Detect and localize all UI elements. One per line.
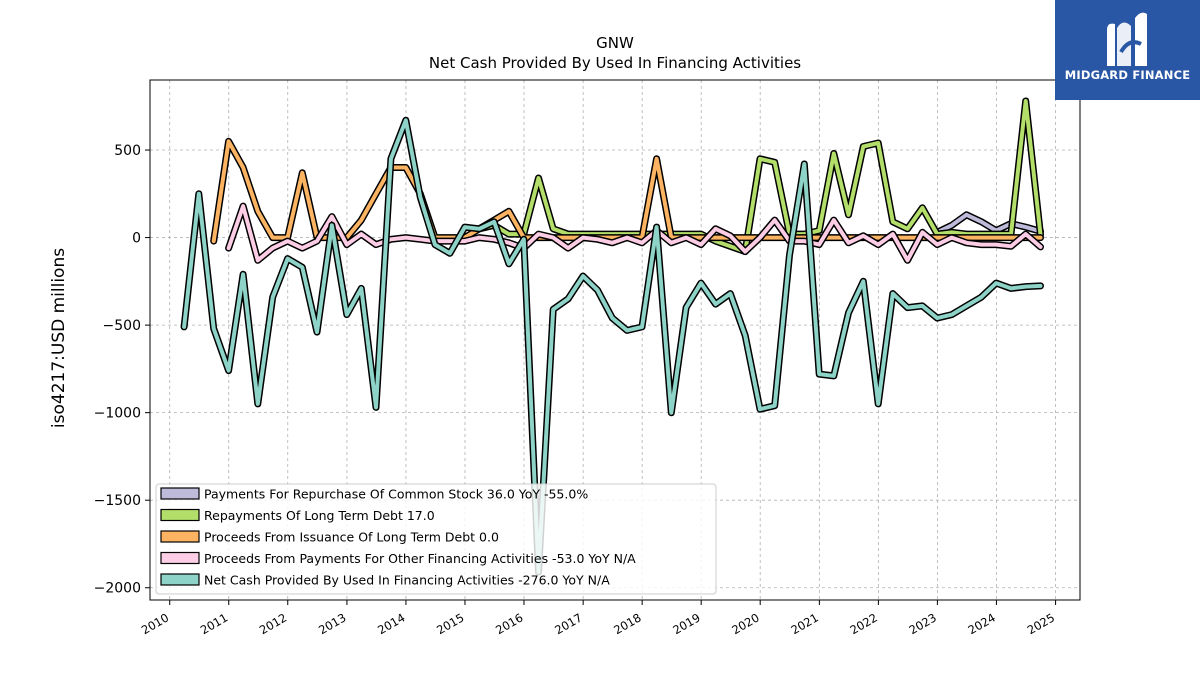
x-tick-label: 2016: [493, 610, 525, 637]
x-tick-label: 2013: [316, 610, 348, 637]
series-line-0: [935, 212, 1043, 235]
legend-box: [155, 483, 717, 595]
legend-label: Net Cash Provided By Used In Financing A…: [204, 573, 610, 588]
y-tick-label: 500: [114, 143, 141, 159]
y-tick-label: −1000: [94, 406, 141, 422]
y-axis: 500 0 −500 −1000 −1500 −2000: [94, 143, 150, 597]
x-tick-label: 2025: [1025, 610, 1057, 637]
x-tick-label: 2024: [966, 610, 998, 637]
plot-frame: [149, 79, 1081, 601]
chart-subtitle: Net Cash Provided By Used In Financing A…: [429, 54, 801, 72]
x-tick-label: 2023: [907, 610, 939, 637]
x-tick-label: 2015: [434, 610, 466, 637]
legend-swatch: [160, 508, 200, 522]
y-tick-label: 0: [132, 231, 141, 247]
legend-label: Proceeds From Payments For Other Financi…: [204, 551, 636, 566]
chart-title: GNW: [596, 34, 634, 52]
midgard-m-icon: [1107, 12, 1147, 67]
x-tick-label: 2010: [139, 610, 171, 637]
x-tick-label: 2017: [552, 610, 584, 637]
legend-swatch: [160, 551, 200, 565]
legend-swatch: [160, 487, 200, 500]
legend-label: Proceeds From Issuance Of Long Term Debt…: [204, 530, 499, 545]
x-tick-label: 2019: [670, 610, 702, 637]
legend: Payments For Repurchase Of Common Stock …: [155, 483, 717, 595]
x-tick-label: 2012: [257, 610, 289, 637]
y-axis-label: iso4217:USD millions: [49, 248, 69, 428]
legend-label: Repayments Of Long Term Debt 17.0: [204, 508, 435, 523]
series-layer: [180, 97, 1044, 576]
x-tick-label: 2021: [789, 610, 821, 637]
brand-name: MIDGARD FINANCE: [1064, 68, 1191, 82]
y-tick-label: −2000: [94, 581, 141, 597]
legend-swatch: [160, 573, 200, 586]
series-line-4: [182, 118, 1043, 574]
x-axis: 2010 2011 2012 2013 2014 2015 2016 2017 2018 2019…: [139, 600, 1057, 637]
x-tick-label: 2014: [375, 610, 407, 637]
x-tick-label: 2020: [729, 610, 761, 637]
brand-logo: MIDGARD FINANCE: [1055, 0, 1200, 100]
y-tick-label: −1500: [94, 493, 141, 509]
y-tick-label: −500: [103, 318, 141, 334]
legend-swatch: [160, 530, 200, 543]
x-tick-label: 2018: [611, 610, 643, 637]
legend-label: Payments For Repurchase Of Common Stock …: [204, 487, 588, 502]
series-line-3: [226, 204, 1043, 263]
x-tick-label: 2022: [848, 610, 880, 637]
x-tick-label: 2011: [198, 610, 230, 637]
